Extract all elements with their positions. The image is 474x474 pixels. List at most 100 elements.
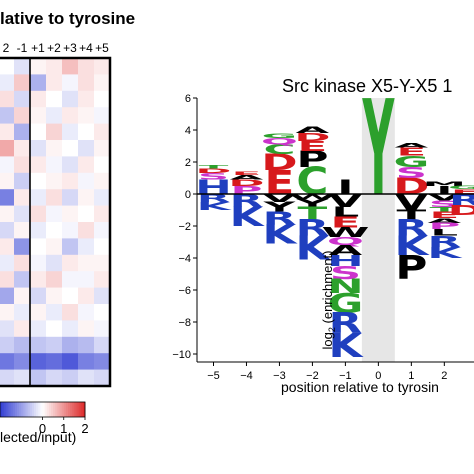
logo-letter: D <box>195 167 231 175</box>
heatmap-cell <box>78 172 95 190</box>
logo-letter: R <box>395 216 429 241</box>
colorbar-segment <box>31 402 35 417</box>
y-tick-label: 4 <box>185 125 191 137</box>
logo-letter: E <box>429 210 459 220</box>
colorbar-segment <box>25 402 29 417</box>
heatmap-cell <box>14 123 31 141</box>
colorbar-segment <box>63 402 67 417</box>
logo-letter: K <box>197 200 233 213</box>
heatmap-cell <box>78 320 95 338</box>
logo-letter: Y <box>362 73 394 226</box>
heatmap-cell <box>78 123 95 141</box>
logo-letter: S <box>330 262 361 283</box>
logo-letter: W <box>288 193 336 201</box>
logo-letter: L <box>430 228 458 238</box>
heatmap-cell <box>62 58 79 75</box>
heatmap-cell <box>62 156 79 174</box>
heatmap-cell <box>94 222 111 239</box>
heatmap-cell <box>46 336 63 354</box>
heatmap-cell <box>0 156 15 174</box>
heatmap-cell <box>62 320 79 338</box>
logo-letter: W <box>321 225 369 241</box>
heatmap-cells <box>0 58 111 387</box>
logo-letter: E <box>265 164 295 202</box>
heatmap-cell <box>30 287 47 305</box>
colorbar-segment <box>40 402 43 417</box>
colorbar-segment <box>23 402 26 417</box>
heatmap-cell <box>62 140 79 157</box>
heatmap-cell <box>46 222 63 239</box>
colorbar-segment <box>55 402 58 417</box>
heatmap-column-label: -1 <box>17 41 28 55</box>
heatmap-cell <box>78 189 95 206</box>
logo-letters: HSDTRKPDAERKEDCQGVYRKCPEDAWYTRKIVLEWQAHS… <box>195 73 474 366</box>
logo-letter: D <box>393 174 429 199</box>
heatmap-cell <box>78 222 95 239</box>
heatmap-cell <box>14 320 31 338</box>
heatmap-cell <box>94 353 111 370</box>
logo-letter: S <box>198 172 229 182</box>
heatmap-cell <box>46 238 63 256</box>
heatmap-cell <box>30 254 47 272</box>
logo-letter: V <box>329 190 363 211</box>
logo-letter: K <box>427 244 463 262</box>
colorbar-segment <box>14 402 18 417</box>
heatmap-cell <box>14 369 31 387</box>
colorbar-tick-label: 1 <box>60 421 67 436</box>
heatmap-cell <box>14 90 31 108</box>
heatmap-cell <box>30 140 47 157</box>
heatmap-cell <box>94 271 111 288</box>
x-tick-label: −4 <box>240 370 253 382</box>
colorbar-segment <box>68 402 71 417</box>
heatmap-cell <box>94 123 111 141</box>
logo-letter: R <box>230 190 264 211</box>
heatmap-cell <box>78 369 95 387</box>
heatmap-cell <box>94 172 111 190</box>
logo-letter: G <box>448 185 474 190</box>
colorbar-segment <box>59 402 63 417</box>
logo-letter: D <box>261 150 297 175</box>
heatmap-cell <box>94 58 111 75</box>
logo-axes <box>196 98 474 363</box>
logo-letter: M <box>423 180 466 188</box>
heatmap-title: lative to tyrosine <box>0 9 135 28</box>
heatmap-cell <box>78 254 95 272</box>
heatmap-cell <box>30 222 47 239</box>
logo-letter: A <box>427 217 461 225</box>
heatmap-cell <box>0 320 15 338</box>
y-tick-label: −8 <box>178 317 191 329</box>
heatmap-cell <box>94 238 111 256</box>
logo-title: Src kinase X5-Y-X5 1 <box>282 76 452 96</box>
heatmap-cell <box>46 205 63 223</box>
heatmap-cell <box>46 369 63 387</box>
colorbar-segment <box>61 402 65 417</box>
heatmap-cell <box>14 172 31 190</box>
logo-letter: Q <box>327 235 364 248</box>
heatmap-cell <box>14 222 31 239</box>
y-tick-label: 0 <box>185 189 191 201</box>
heatmap-cell <box>62 189 79 206</box>
colorbar-segment <box>8 402 12 417</box>
logo-letter: R <box>449 191 474 209</box>
heatmap-cell <box>46 271 63 288</box>
ylabel-rest: (enrichment) <box>320 251 335 328</box>
heatmap-cell <box>78 336 95 354</box>
heatmap-cell <box>0 140 15 157</box>
heatmap-cell <box>62 222 79 239</box>
colorbar-segment <box>53 402 56 417</box>
logo-letter: A <box>296 125 331 135</box>
heatmap-cell <box>62 238 79 256</box>
heatmap-cell <box>14 205 31 223</box>
logo-letter: R <box>296 216 330 241</box>
heatmap-cell <box>46 304 63 321</box>
logo-y-ticks: 6 4 2 0 −2 −4 −6 −8 −10 <box>172 93 197 361</box>
colorbar-segment <box>76 402 80 417</box>
x-tick-label: −1 <box>339 370 352 382</box>
colorbar-segment <box>78 402 82 417</box>
heatmap-cell <box>62 172 79 190</box>
logo-letter: T <box>396 207 426 223</box>
heatmap-cell <box>94 107 111 124</box>
heatmap-cell <box>46 287 63 305</box>
heatmap-cell <box>0 254 15 272</box>
heatmap-cell <box>30 123 47 141</box>
